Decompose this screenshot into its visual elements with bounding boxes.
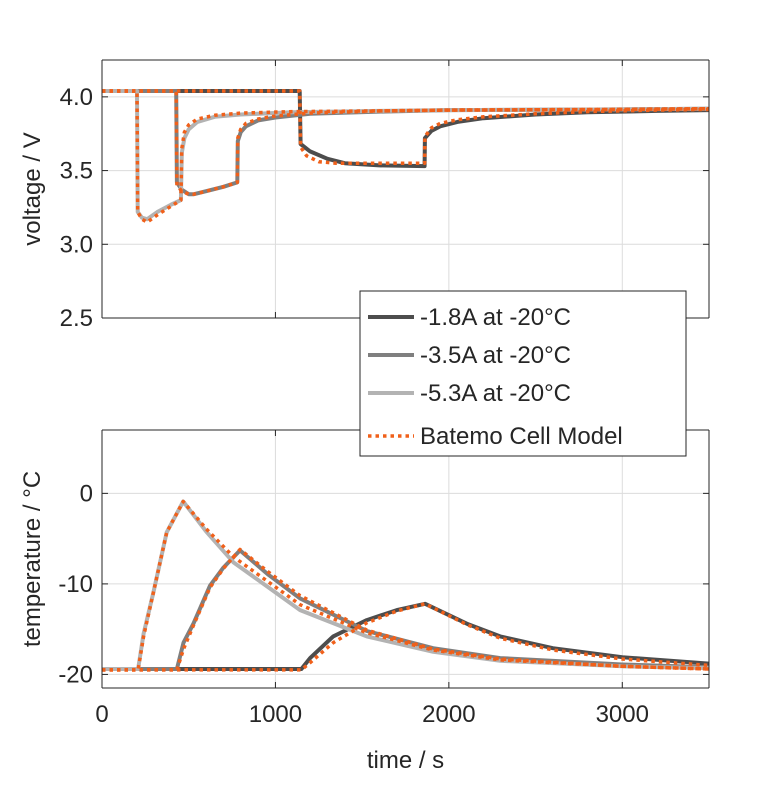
x-tick-label: 2000 bbox=[422, 701, 475, 728]
series-line--1-8a-at-20-c bbox=[102, 601, 709, 671]
legend-box bbox=[359, 290, 687, 457]
y-tick-label: 4.0 bbox=[60, 84, 93, 111]
series-line-batemo-cell-model bbox=[102, 89, 709, 196]
series-line--3-5a-at-20-c bbox=[102, 89, 709, 197]
series-line-batemo-cell-model bbox=[102, 499, 709, 672]
legend-label: -3.5A at -20°C bbox=[420, 342, 571, 369]
y-tick-label: 3.5 bbox=[60, 158, 93, 185]
legend: -1.8A at -20°C -3.5A at -20°C -5.3A at -20… bbox=[359, 290, 687, 457]
series-line-batemo-cell-model bbox=[102, 602, 709, 672]
x-tick-label: 1000 bbox=[249, 701, 302, 728]
x-axis-label: time / s bbox=[367, 747, 444, 774]
x-tick-label: 0 bbox=[95, 701, 108, 728]
legend-label: -5.3A at -20°C bbox=[420, 380, 571, 407]
legend-label: Batemo Cell Model bbox=[420, 423, 623, 450]
y-tick-label: 2.5 bbox=[60, 305, 93, 332]
y-tick-label: 0 bbox=[80, 480, 93, 507]
x-tick-label: 3000 bbox=[596, 701, 649, 728]
series-line--5-3a-at-20-c bbox=[102, 499, 709, 671]
temperature-plot: 0 1000 2000 3000 -20 -10 0 temperature / °C time… bbox=[19, 429, 710, 774]
y-tick-label: -10 bbox=[58, 571, 93, 598]
y-tick-label: -20 bbox=[58, 661, 93, 688]
y-tick-label: 3.0 bbox=[60, 231, 93, 258]
y-axis-label: voltage / V bbox=[19, 132, 46, 245]
legend-label: -1.8A at -20°C bbox=[420, 304, 571, 331]
series-line-batemo-cell-model bbox=[102, 89, 709, 224]
series-line--1-8a-at-20-c bbox=[102, 89, 709, 169]
y-axis-label: temperature / °C bbox=[19, 471, 46, 647]
